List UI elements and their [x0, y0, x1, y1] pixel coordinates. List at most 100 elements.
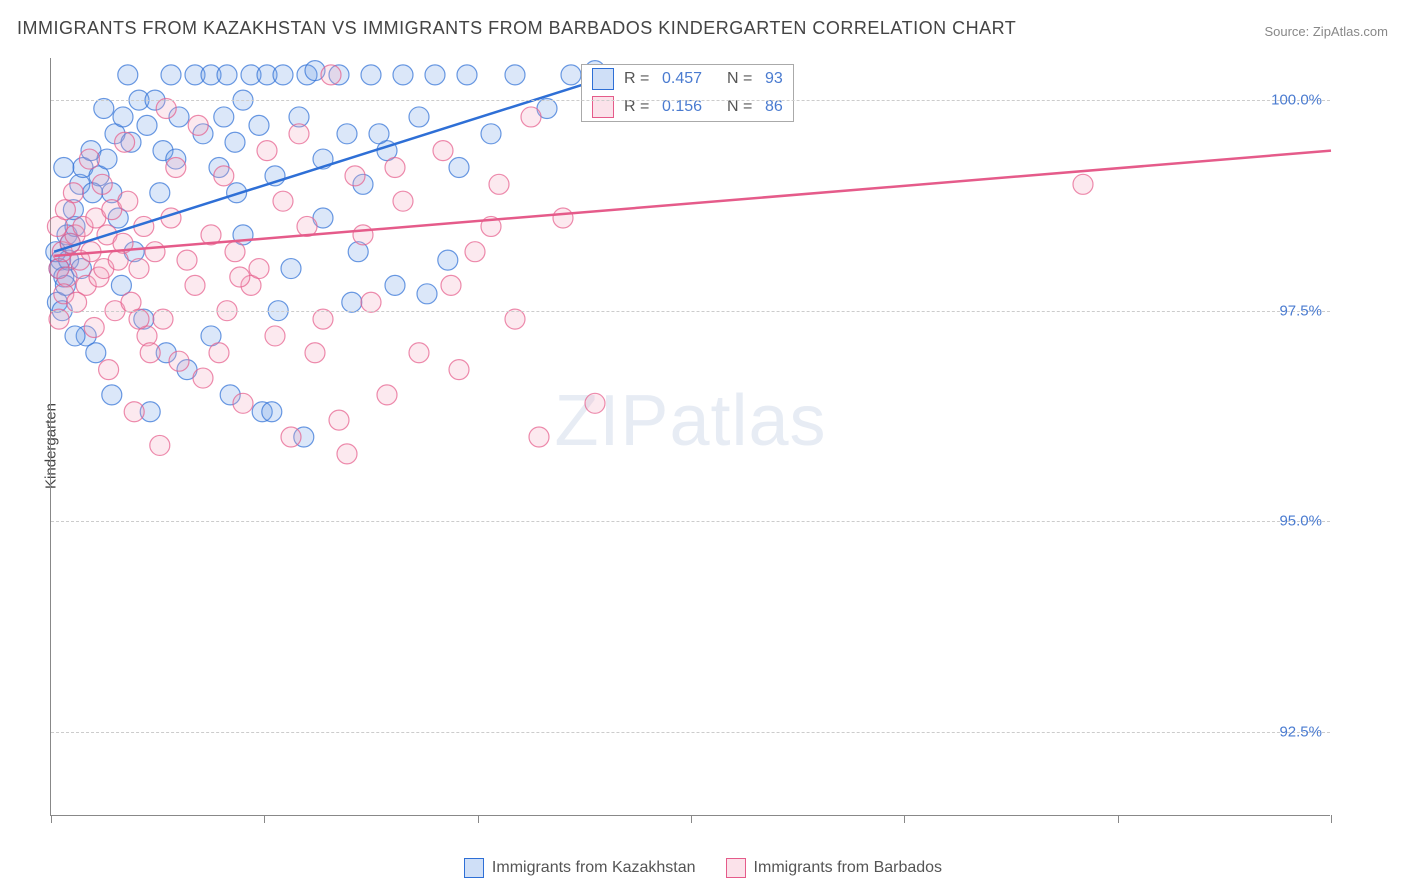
data-point — [393, 191, 413, 211]
data-point — [438, 250, 458, 270]
gridline — [51, 311, 1330, 312]
data-point — [55, 200, 75, 220]
x-tick — [478, 815, 479, 823]
data-point — [67, 292, 87, 312]
data-point — [369, 124, 389, 144]
data-point — [217, 65, 237, 85]
data-point — [140, 343, 160, 363]
chart-title: IMMIGRANTS FROM KAZAKHSTAN VS IMMIGRANTS… — [17, 18, 1016, 39]
data-point — [129, 309, 149, 329]
data-point — [425, 65, 445, 85]
legend-swatch — [592, 68, 614, 90]
plot-svg — [51, 58, 1330, 815]
data-point — [553, 208, 573, 228]
data-point — [353, 225, 373, 245]
data-point — [409, 107, 429, 127]
data-point — [49, 309, 69, 329]
y-tick-label: 95.0% — [1279, 513, 1322, 530]
x-tick — [51, 815, 52, 823]
plot-area: ZIPatlas R =0.457N =93R =0.156N =86 92.5… — [50, 58, 1330, 816]
data-point — [465, 242, 485, 262]
data-point — [521, 107, 541, 127]
data-point — [150, 183, 170, 203]
data-point — [449, 157, 469, 177]
data-point — [489, 174, 509, 194]
data-point — [214, 107, 234, 127]
data-point — [529, 427, 549, 447]
data-point — [185, 275, 205, 295]
data-point — [118, 65, 138, 85]
data-point — [233, 393, 253, 413]
x-tick — [1118, 815, 1119, 823]
data-point — [273, 191, 293, 211]
data-point — [409, 343, 429, 363]
legend-r-label: R = — [624, 70, 652, 88]
data-point — [481, 124, 501, 144]
data-point — [505, 65, 525, 85]
data-point — [124, 402, 144, 422]
data-point — [585, 393, 605, 413]
data-point — [561, 65, 581, 85]
data-point — [281, 259, 301, 279]
data-point — [377, 385, 397, 405]
data-point — [177, 250, 197, 270]
data-point — [145, 242, 165, 262]
data-point — [342, 292, 362, 312]
gridline — [51, 521, 1330, 522]
data-point — [449, 360, 469, 380]
data-point — [289, 124, 309, 144]
data-point — [441, 275, 461, 295]
data-point — [505, 309, 525, 329]
data-point — [313, 309, 333, 329]
data-point — [433, 141, 453, 161]
data-point — [161, 65, 181, 85]
data-point — [92, 174, 112, 194]
data-point — [113, 107, 133, 127]
series-legend-item: Immigrants from Barbados — [726, 858, 943, 878]
y-tick-label: 92.5% — [1279, 723, 1322, 740]
data-point — [1073, 174, 1093, 194]
gridline — [51, 732, 1330, 733]
data-point — [273, 65, 293, 85]
data-point — [188, 115, 208, 135]
data-point — [305, 343, 325, 363]
source-prefix: Source: — [1264, 24, 1312, 39]
data-point — [385, 157, 405, 177]
gridline — [51, 100, 1330, 101]
data-point — [166, 157, 186, 177]
data-point — [84, 318, 104, 338]
data-point — [137, 115, 157, 135]
data-point — [262, 402, 282, 422]
data-point — [193, 368, 213, 388]
legend-row: R =0.457N =93 — [582, 65, 793, 93]
data-point — [102, 385, 122, 405]
data-point — [265, 326, 285, 346]
data-point — [118, 191, 138, 211]
series-label: Immigrants from Barbados — [754, 859, 943, 877]
legend-swatch — [464, 858, 484, 878]
source-attribution: Source: ZipAtlas.com — [1264, 24, 1388, 39]
legend-r-value: 0.457 — [662, 70, 717, 88]
regression-line — [54, 151, 1331, 256]
legend-row: R =0.156N =86 — [582, 93, 793, 121]
source-link[interactable]: ZipAtlas.com — [1313, 24, 1388, 39]
data-point — [129, 259, 149, 279]
series-legend-item: Immigrants from Kazakhstan — [464, 858, 696, 878]
x-tick — [691, 815, 692, 823]
data-point — [337, 124, 357, 144]
correlation-legend: R =0.457N =93R =0.156N =86 — [581, 64, 794, 122]
data-point — [361, 292, 381, 312]
data-point — [209, 343, 229, 363]
data-point — [214, 166, 234, 186]
data-point — [361, 65, 381, 85]
data-point — [417, 284, 437, 304]
data-point — [115, 132, 135, 152]
legend-n-label: N = — [727, 70, 755, 88]
data-point — [86, 343, 106, 363]
data-point — [249, 115, 269, 135]
x-tick — [904, 815, 905, 823]
data-point — [345, 166, 365, 186]
data-point — [65, 326, 85, 346]
data-point — [94, 99, 114, 119]
y-tick-label: 97.5% — [1279, 302, 1322, 319]
